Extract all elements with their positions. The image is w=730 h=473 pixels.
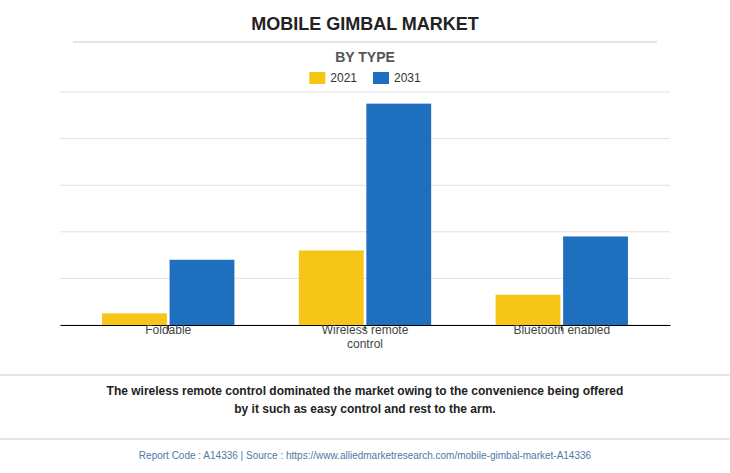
bars (102, 104, 628, 325)
divider (0, 375, 730, 376)
grid-line (60, 185, 670, 186)
legend-swatch (373, 72, 389, 84)
footer: Report Code : A14336 | Source : https://… (139, 450, 592, 461)
title-rule (73, 42, 657, 43)
grid-line (60, 231, 670, 232)
legend-label: 2031 (394, 71, 421, 85)
legend-label: 2021 (330, 71, 357, 85)
text-line: control (347, 337, 383, 351)
tick-label: Bluetooth enabled (513, 323, 610, 337)
bar (366, 104, 431, 325)
x-axis: Foldable Wireless remotecontrol Bluetooth … (61, 323, 671, 351)
bar (563, 236, 628, 325)
chart: MOBILE GIMBAL MARKET BY TYPE Foldable Wirel… (0, 0, 730, 473)
bar (299, 250, 364, 325)
tick: Foldable (145, 323, 191, 337)
bar (170, 260, 235, 325)
annotation: The wireless remote control dominated th… (107, 384, 624, 416)
tick-label: Foldable (145, 323, 191, 337)
legend-swatch (309, 72, 325, 84)
series (170, 104, 628, 325)
series (102, 250, 560, 325)
legend-item: 2021 (309, 71, 357, 85)
subtitle: BY TYPE (335, 49, 395, 65)
text-line: Report Code : A14336 | Source : https://… (139, 450, 592, 461)
grid-line (60, 92, 670, 93)
tick: Wireless remotecontrol (322, 323, 409, 351)
divider (0, 439, 730, 440)
tick: Bluetooth enabled (513, 323, 610, 337)
legend-item: 2031 (373, 71, 421, 85)
plot: Foldable Wireless remotecontrol Bluetooth … (60, 92, 671, 351)
text-line: Foldable (145, 323, 191, 337)
text-line: The wireless remote control dominated th… (107, 384, 624, 398)
text-line: Wireless remote (322, 323, 409, 337)
bar (496, 295, 561, 325)
text-line: by it such as easy control and rest to t… (234, 402, 495, 416)
grid-line (60, 138, 670, 139)
grid (60, 92, 670, 325)
tick-label: Wireless remotecontrol (322, 323, 409, 351)
text-line: Bluetooth enabled (513, 323, 610, 337)
legend: 2021 2031 (309, 71, 421, 85)
title: MOBILE GIMBAL MARKET (251, 14, 479, 34)
